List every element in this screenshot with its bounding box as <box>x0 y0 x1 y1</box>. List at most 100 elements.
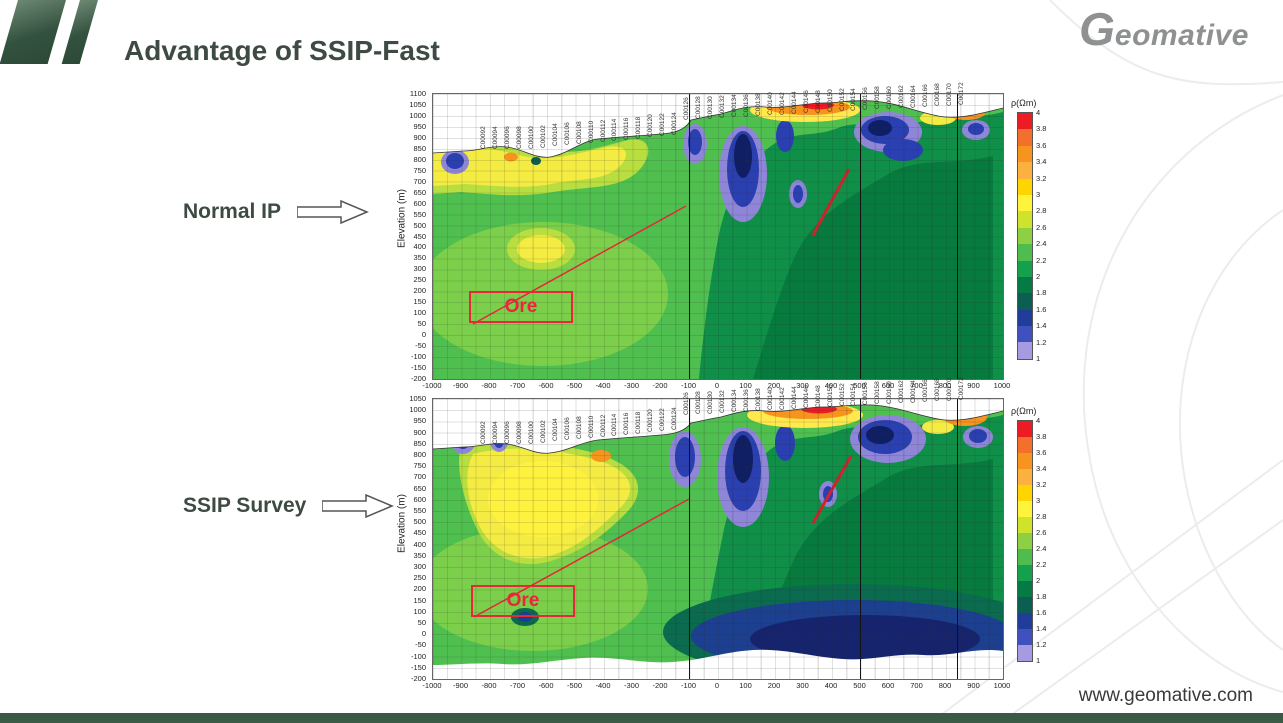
colorbar-tick-label: 2.8 <box>1036 206 1047 216</box>
y-tick-label: 450 <box>413 528 426 538</box>
colorbar-segment <box>1018 244 1032 261</box>
colorbar-segment <box>1018 178 1032 195</box>
ore-label: Ore <box>504 296 538 317</box>
colorbar-segment <box>1018 276 1032 294</box>
y-tick-label: 0 <box>421 629 426 639</box>
y-tick-label: 1100 <box>409 89 426 98</box>
colorbar-segment <box>1018 629 1032 645</box>
y-tick-label: -100 <box>410 352 426 362</box>
colorbar-segment <box>1018 211 1032 228</box>
x-tick-label: -1000 <box>422 681 442 690</box>
colorbar-tick-label: 1.4 <box>1036 321 1047 331</box>
colorbar-tick-label: 1.8 <box>1036 288 1047 298</box>
plot-area: C00092 C00094 C00096 C00098 C00100 C00102 C001… <box>432 377 1004 680</box>
x-tick-label: 1000 <box>993 681 1011 690</box>
x-tick-label: 700 <box>910 681 923 690</box>
x-tick-label: 400 <box>824 681 838 690</box>
y-tick-label: 100 <box>413 308 426 318</box>
colorbar-tick-label: 2 <box>1036 272 1041 281</box>
y-tick-label: -100 <box>410 651 426 661</box>
footer-website-link[interactable]: www.geomative.com <box>1078 685 1253 706</box>
y-tick-label: 300 <box>413 562 426 571</box>
colorbar-title: ρ(Ωm) <box>1011 98 1037 108</box>
right-arrow-icon <box>322 494 395 518</box>
colorbar-tick-label: 2.2 <box>1036 255 1047 265</box>
y-tick-label: 0 <box>421 330 426 340</box>
x-tick-label: -600 <box>538 381 554 390</box>
y-tick-label: 850 <box>413 438 426 448</box>
x-tick-label: -400 <box>595 381 611 390</box>
colorbar-tick-label: 4 <box>1036 108 1041 117</box>
ssip-survey-label: SSIP Survey <box>183 494 307 517</box>
colorbar-tick-label: 1.2 <box>1036 337 1047 347</box>
topography-mask <box>433 94 1003 158</box>
y-tick-label: 350 <box>413 253 426 263</box>
resistivity-contour-art <box>433 94 1003 379</box>
normal-ip-section: Elevation (m) 1100 1050 1000 950 900 850 800 75… <box>388 82 1088 403</box>
y-tick-label: 1000 <box>409 110 426 120</box>
x-tick-label: 600 <box>881 381 895 390</box>
ssip-survey-label-row: SSIP Survey <box>183 494 396 518</box>
y-tick-label: 450 <box>413 231 426 241</box>
x-tick-label: -700 <box>509 381 525 390</box>
colorbar-tick-label: 3.6 <box>1036 448 1047 457</box>
y-tick-label: -200 <box>410 674 426 683</box>
colorbar-segment <box>1018 194 1032 212</box>
colorbar-segment <box>1018 613 1032 629</box>
y-tick-label: 1050 <box>409 394 426 403</box>
ore-annotation-box: Ore <box>469 291 573 323</box>
x-tick-label: 900 <box>967 681 980 690</box>
y-tick-label: 300 <box>413 264 426 274</box>
colorbar-segment <box>1018 437 1032 453</box>
x-tick-label: -800 <box>481 681 497 690</box>
y-tick-label: 650 <box>413 187 426 197</box>
colorbar: ρ(Ωm) 4 3.8 3.6 3.4 3.2 3 2.8 2.6 2.4 2.2 2 1.8 1.6 1… <box>1011 98 1046 363</box>
y-tick-label: 800 <box>413 450 426 459</box>
x-tick-label: 800 <box>938 381 952 390</box>
ore-trend-line <box>473 498 690 618</box>
x-tick-label: 300 <box>796 381 809 390</box>
footer-bar <box>0 713 1283 723</box>
x-tick-label: 100 <box>739 681 752 690</box>
x-tick-label: -100 <box>680 381 696 390</box>
x-tick-label: -200 <box>652 381 668 390</box>
colorbar-segment <box>1018 129 1032 146</box>
x-tick-label: -800 <box>481 381 497 390</box>
colorbar-tick-label: 1 <box>1036 656 1041 665</box>
y-tick-label: 750 <box>413 165 426 175</box>
right-arrow-icon <box>297 200 369 224</box>
colorbar-tick-label: 2.8 <box>1036 512 1047 521</box>
x-tick-label: 500 <box>853 381 866 390</box>
colorbar-tick-label: 3.2 <box>1036 173 1047 183</box>
fault-line <box>811 168 851 236</box>
colorbar-tick-label: 2.4 <box>1036 544 1047 553</box>
normal-ip-label: Normal IP <box>183 200 282 223</box>
colorbar-segment <box>1018 501 1032 517</box>
y-tick-label: 250 <box>413 573 426 583</box>
y-tick-label: 650 <box>413 483 426 493</box>
y-tick-label: 50 <box>417 618 426 627</box>
topography-surface-line <box>433 404 1003 454</box>
x-tick-label: -300 <box>623 381 639 390</box>
y-tick-label: 950 <box>413 416 426 426</box>
colorbar-segment <box>1018 597 1032 613</box>
colorbar-segment <box>1018 162 1032 179</box>
colorbar-tick-label: 2.4 <box>1036 239 1047 249</box>
colorbar-tick-label: 3.8 <box>1036 124 1047 134</box>
decor-arc <box>1178 209 1283 651</box>
y-tick-label: 200 <box>413 286 426 296</box>
colorbar-segment <box>1018 533 1032 549</box>
y-tick-label: -150 <box>410 662 426 672</box>
x-tick-label: -300 <box>623 681 639 690</box>
y-tick-label: 900 <box>413 427 426 437</box>
y-tick-label: 500 <box>413 517 426 527</box>
y-tick-label: -150 <box>410 363 426 373</box>
y-tick-label: 1050 <box>409 99 426 109</box>
normal-ip-label-row: Normal IP <box>183 200 371 224</box>
x-tick-label: -500 <box>566 381 582 390</box>
colorbar-segment <box>1018 342 1032 359</box>
x-tick-label: -700 <box>509 681 525 690</box>
colorbar-segment <box>1018 485 1032 501</box>
resistivity-contour-art <box>433 399 1003 679</box>
x-tick-label: -1000 <box>422 381 442 390</box>
